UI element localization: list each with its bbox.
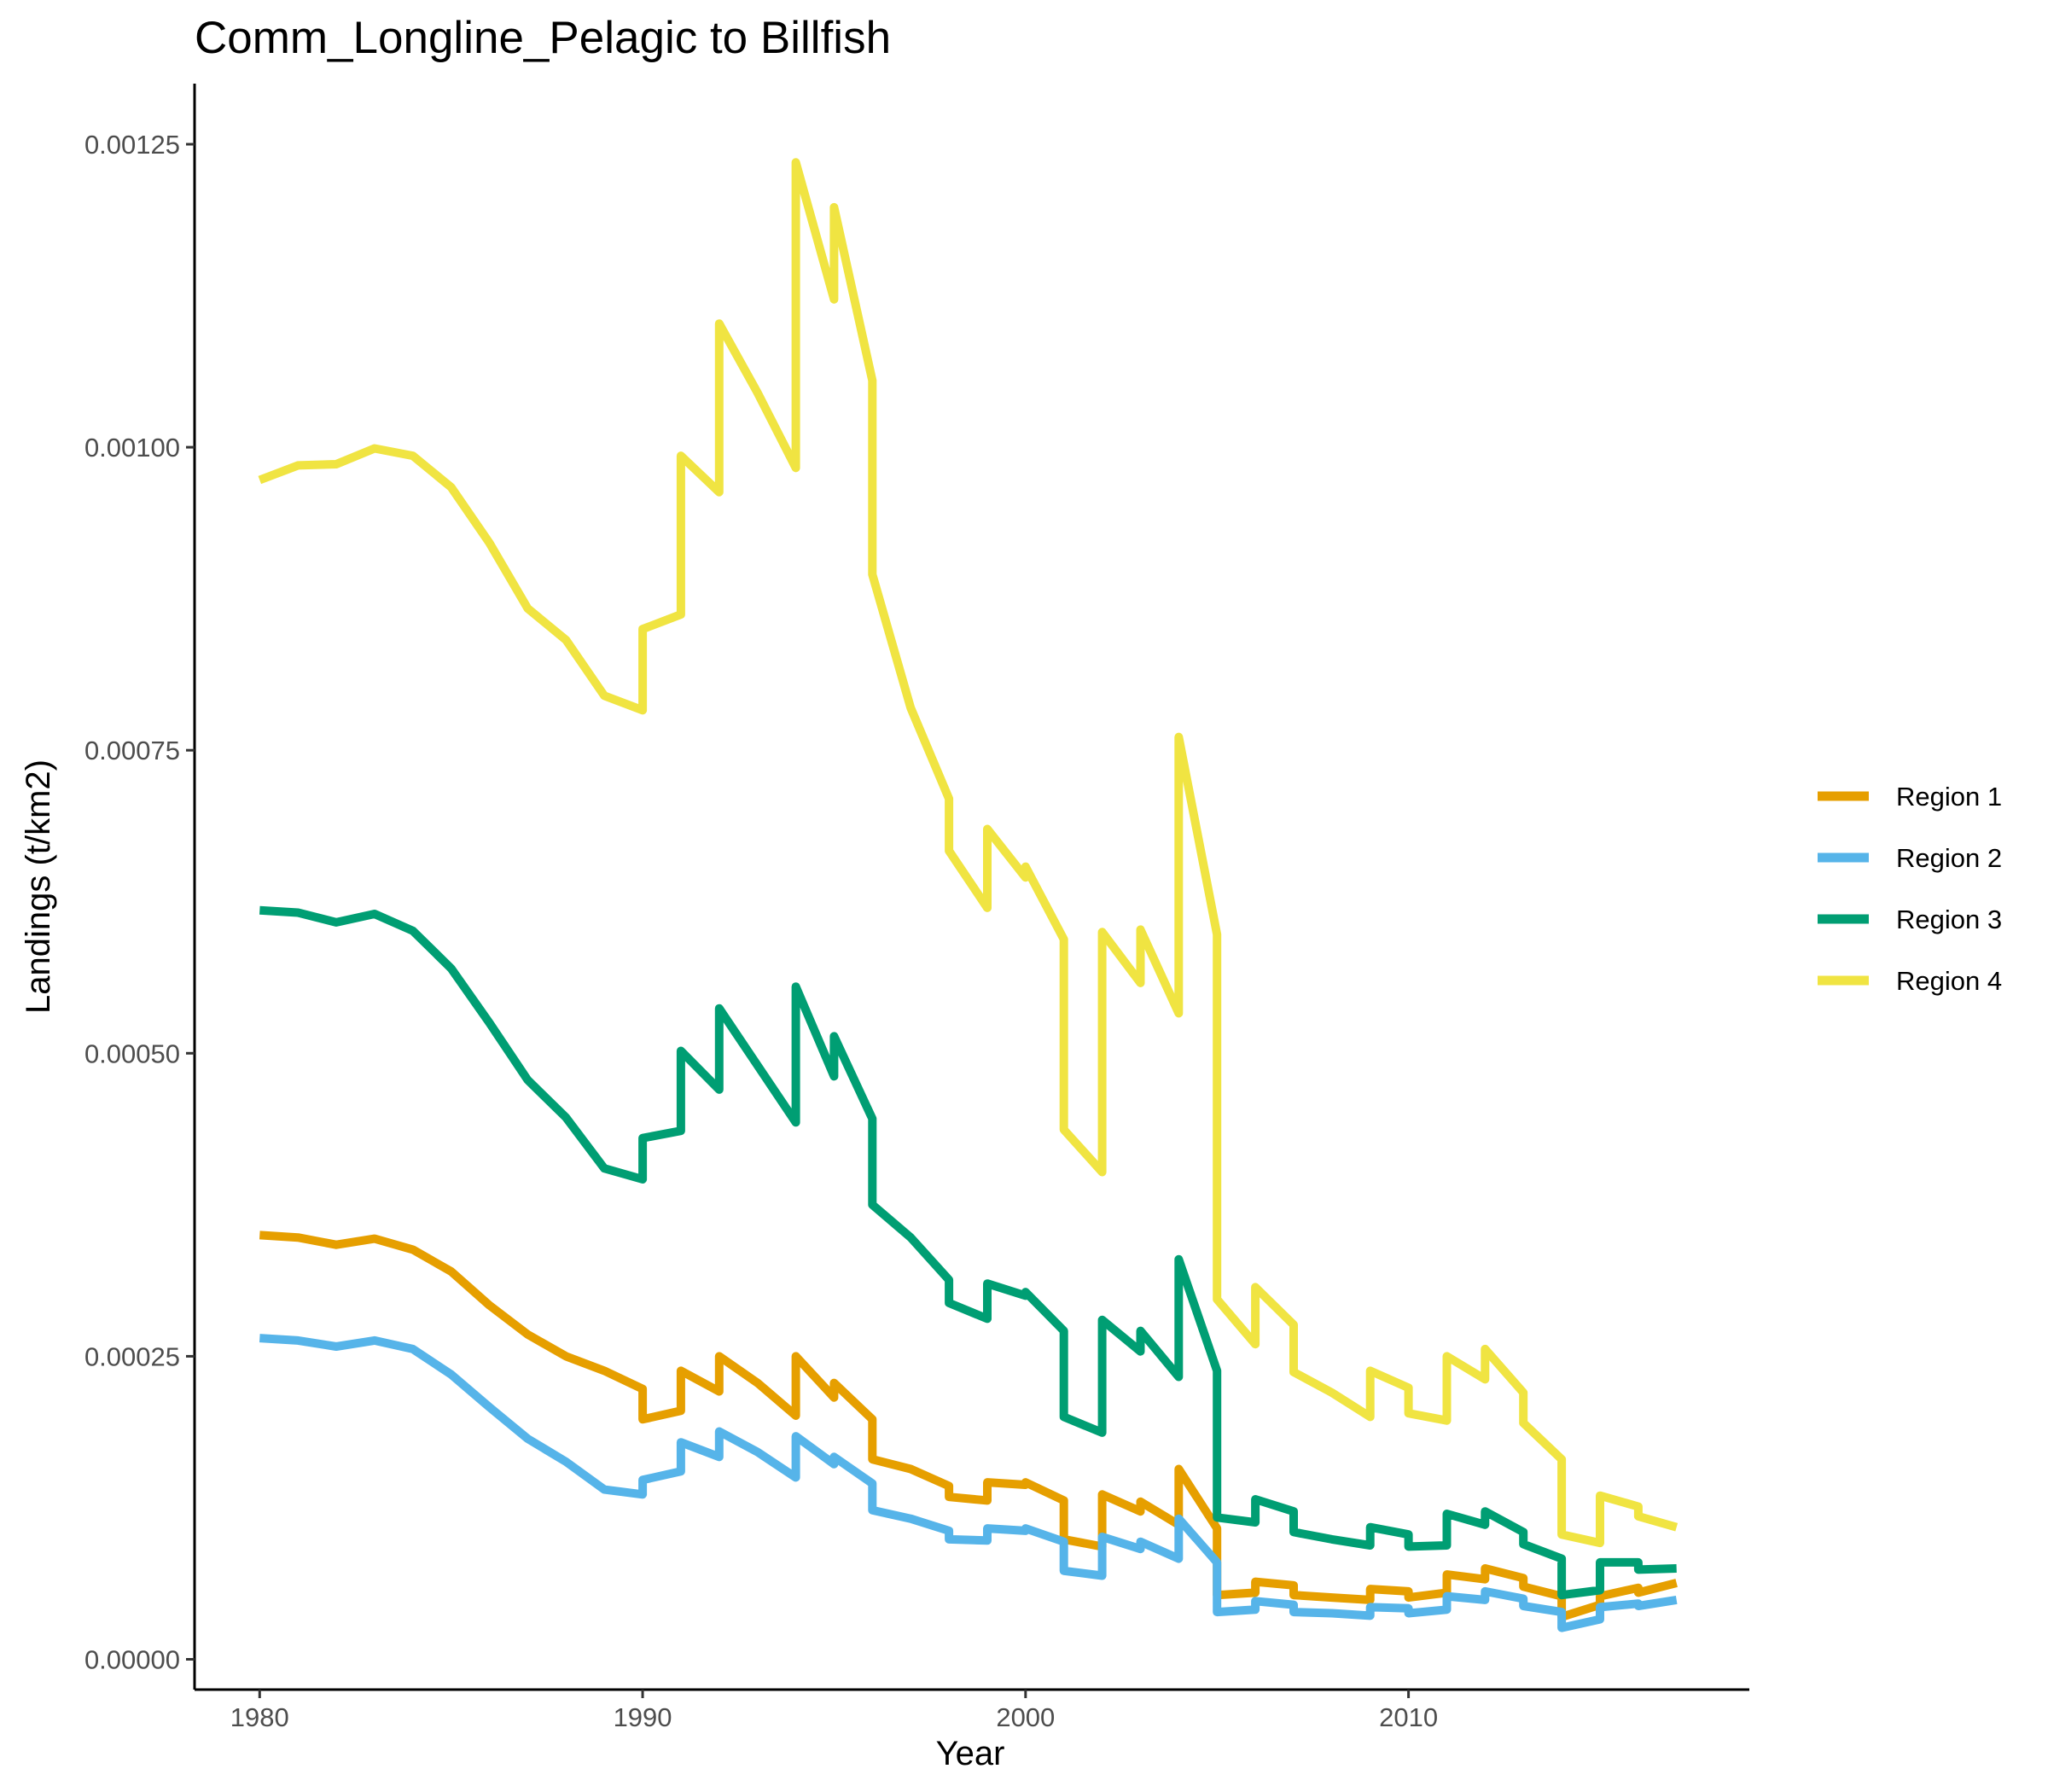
series-line-region-1 <box>259 1231 1678 1621</box>
y-axis-ticks: 0.00000 0.00025 0.00050 0.00075 0.00100 0.001… <box>84 130 195 1674</box>
legend-label-region-2: Region 2 <box>1896 843 2002 873</box>
x-tick-label: 2000 <box>996 1702 1055 1732</box>
y-tick-label: 0.00100 <box>84 433 180 463</box>
legend-label-region-1: Region 1 <box>1896 782 2002 812</box>
chart-title: Comm_Longline_Pelagic to Billfish <box>195 13 891 63</box>
x-tick-label: 2010 <box>1379 1702 1438 1732</box>
y-tick-label: 0.00125 <box>84 130 180 160</box>
series-layer <box>258 158 1679 1632</box>
x-axis-ticks: 1980 1990 2000 2010 <box>230 1690 1438 1732</box>
y-tick-label: 0.00025 <box>84 1341 180 1371</box>
y-tick-label: 0.00000 <box>84 1644 180 1674</box>
x-tick-label: 1990 <box>614 1702 672 1732</box>
x-axis-title: Year <box>936 1735 1005 1772</box>
legend-label-region-3: Region 3 <box>1896 905 2002 934</box>
series-line-region-2 <box>259 1334 1678 1632</box>
y-tick-label: 0.00050 <box>84 1039 180 1068</box>
legend-label-region-4: Region 4 <box>1896 966 2002 996</box>
legend: Region 1 Region 2 Region 3 Region 4 <box>1818 782 2002 996</box>
series-line-region-4 <box>258 158 1679 1548</box>
y-tick-label: 0.00075 <box>84 736 180 765</box>
series-line-region-3 <box>259 905 1677 1600</box>
x-tick-label: 1980 <box>230 1702 289 1732</box>
y-axis-title: Landings (t/km2) <box>20 759 57 1014</box>
